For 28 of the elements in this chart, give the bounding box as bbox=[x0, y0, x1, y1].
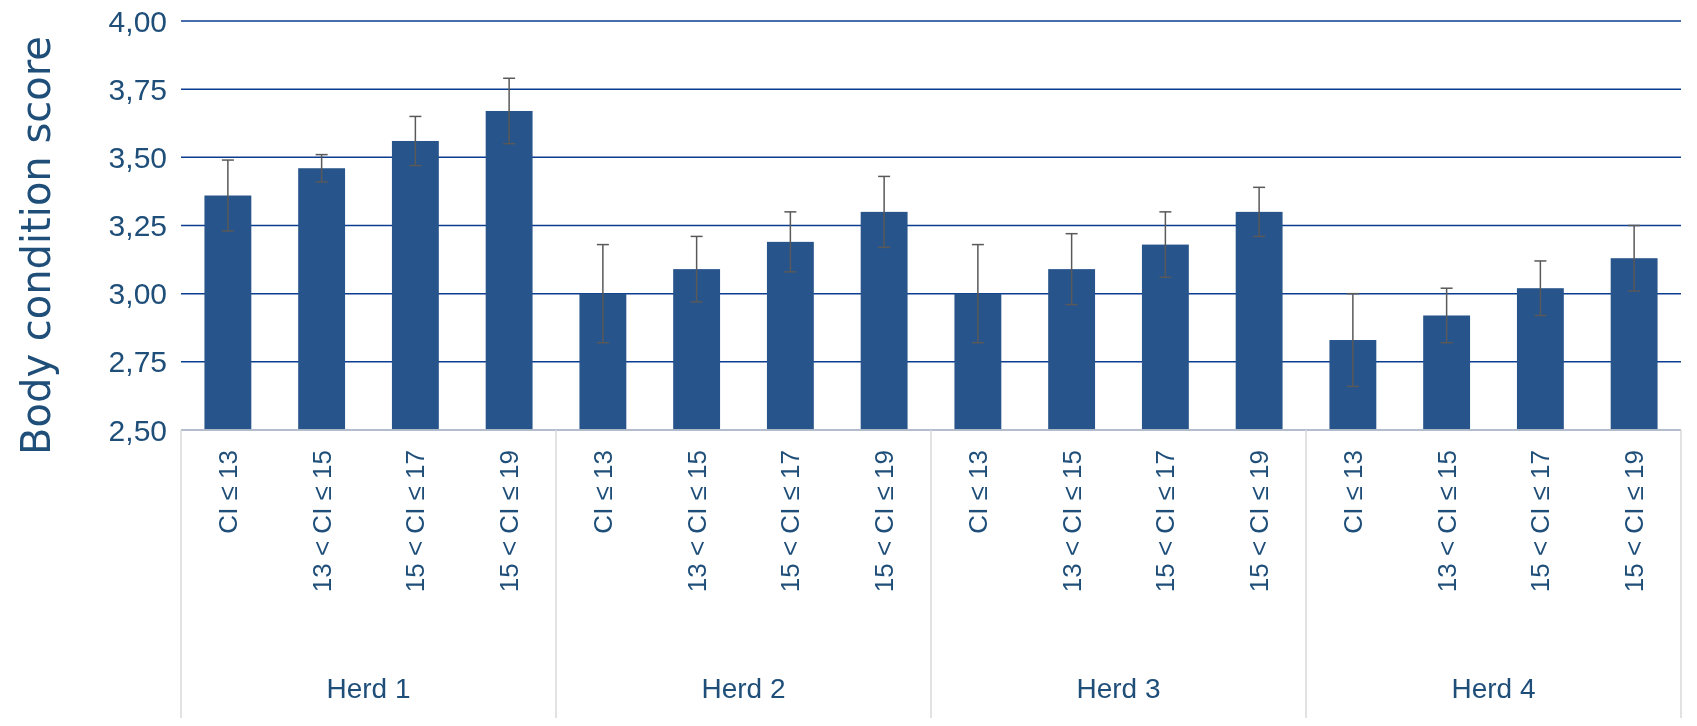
x-tick-label: 15 < CI ≤ 19 bbox=[494, 450, 525, 593]
y-tick-label: 3,75 bbox=[108, 72, 167, 106]
x-tick-label: 15 < CI ≤ 19 bbox=[869, 450, 900, 593]
text: Herd 3 bbox=[1076, 673, 1161, 704]
x-tick-label: 13 < CI ≤ 15 bbox=[1056, 450, 1087, 593]
y-tick-label: 4,00 bbox=[108, 4, 167, 38]
x-tick-label: CI ≤ 13 bbox=[212, 450, 243, 534]
x-tick-label: 15 < CI ≤ 19 bbox=[1619, 450, 1650, 593]
x-tick-label: 15 < CI ≤ 17 bbox=[1150, 450, 1181, 593]
x-tick-label: 13 < CI ≤ 15 bbox=[1431, 450, 1462, 593]
y-axis-title: Body condition score bbox=[13, 36, 59, 455]
text: Herd 2 bbox=[701, 673, 786, 704]
x-tick-label: CI ≤ 13 bbox=[1337, 450, 1368, 534]
x-tick-label: 13 < CI ≤ 15 bbox=[681, 450, 712, 593]
x-tick-label: CI ≤ 13 bbox=[962, 450, 993, 534]
text: Herd 1 bbox=[326, 673, 411, 704]
y-tick-label: 3,25 bbox=[108, 209, 167, 242]
x-tick-label: 15 < CI ≤ 17 bbox=[775, 450, 806, 593]
x-tick-label: 15 < CI ≤ 17 bbox=[1525, 450, 1556, 593]
x-tick-label: 15 < CI ≤ 17 bbox=[400, 450, 431, 593]
text: Herd 4 bbox=[1451, 673, 1536, 704]
x-tick-label: 15 < CI ≤ 19 bbox=[1244, 450, 1275, 593]
y-tick-label: 3,50 bbox=[108, 140, 167, 174]
y-tick-label: 2,75 bbox=[108, 345, 167, 379]
x-tick-label: CI ≤ 13 bbox=[587, 450, 618, 534]
y-tick-label: 2,50 bbox=[108, 413, 167, 447]
y-tick-label: 3,00 bbox=[108, 277, 167, 311]
x-tick-label: 13 < CI ≤ 15 bbox=[306, 450, 337, 593]
